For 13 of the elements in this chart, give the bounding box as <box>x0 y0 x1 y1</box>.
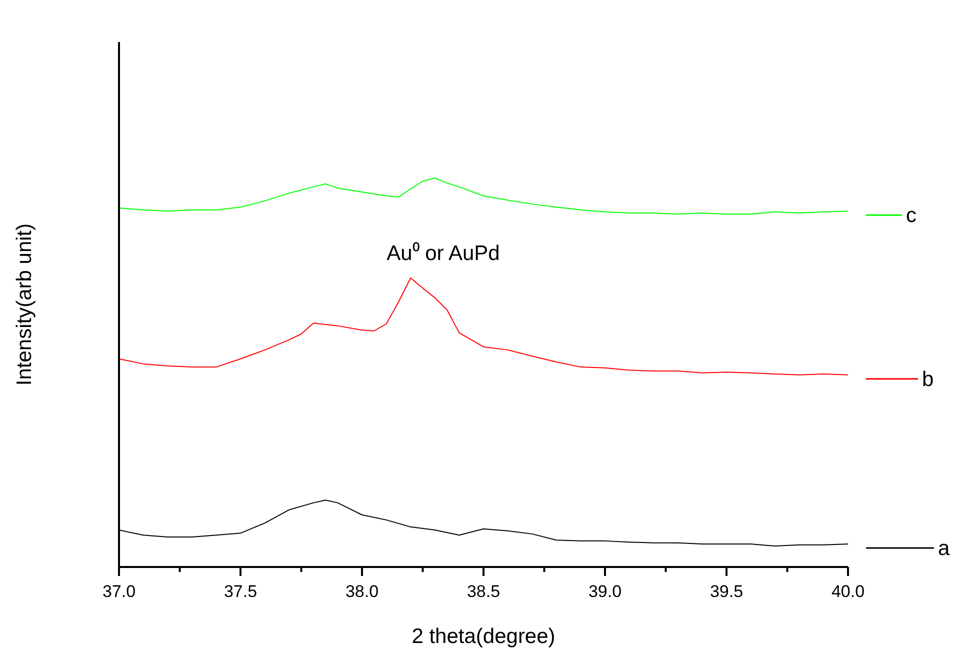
y-axis-title: Intensity(arb unit) <box>13 223 36 386</box>
x-tick-label: 37.5 <box>224 582 258 601</box>
legend-label: a <box>938 537 950 560</box>
legend-label: b <box>922 368 934 391</box>
x-tick-label: 39.5 <box>710 582 744 601</box>
x-tick-label: 39.0 <box>588 582 622 601</box>
x-tick-label: 40.0 <box>831 582 865 601</box>
x-axis-title: 2 theta(degree) <box>412 625 556 648</box>
x-tick-label: 38.5 <box>466 582 500 601</box>
annotation: Au⁰ or AuPd <box>386 242 500 265</box>
legend-label: c <box>906 204 916 228</box>
x-tick-label: 37.0 <box>102 582 136 601</box>
x-tick-label: 38.0 <box>345 582 379 601</box>
